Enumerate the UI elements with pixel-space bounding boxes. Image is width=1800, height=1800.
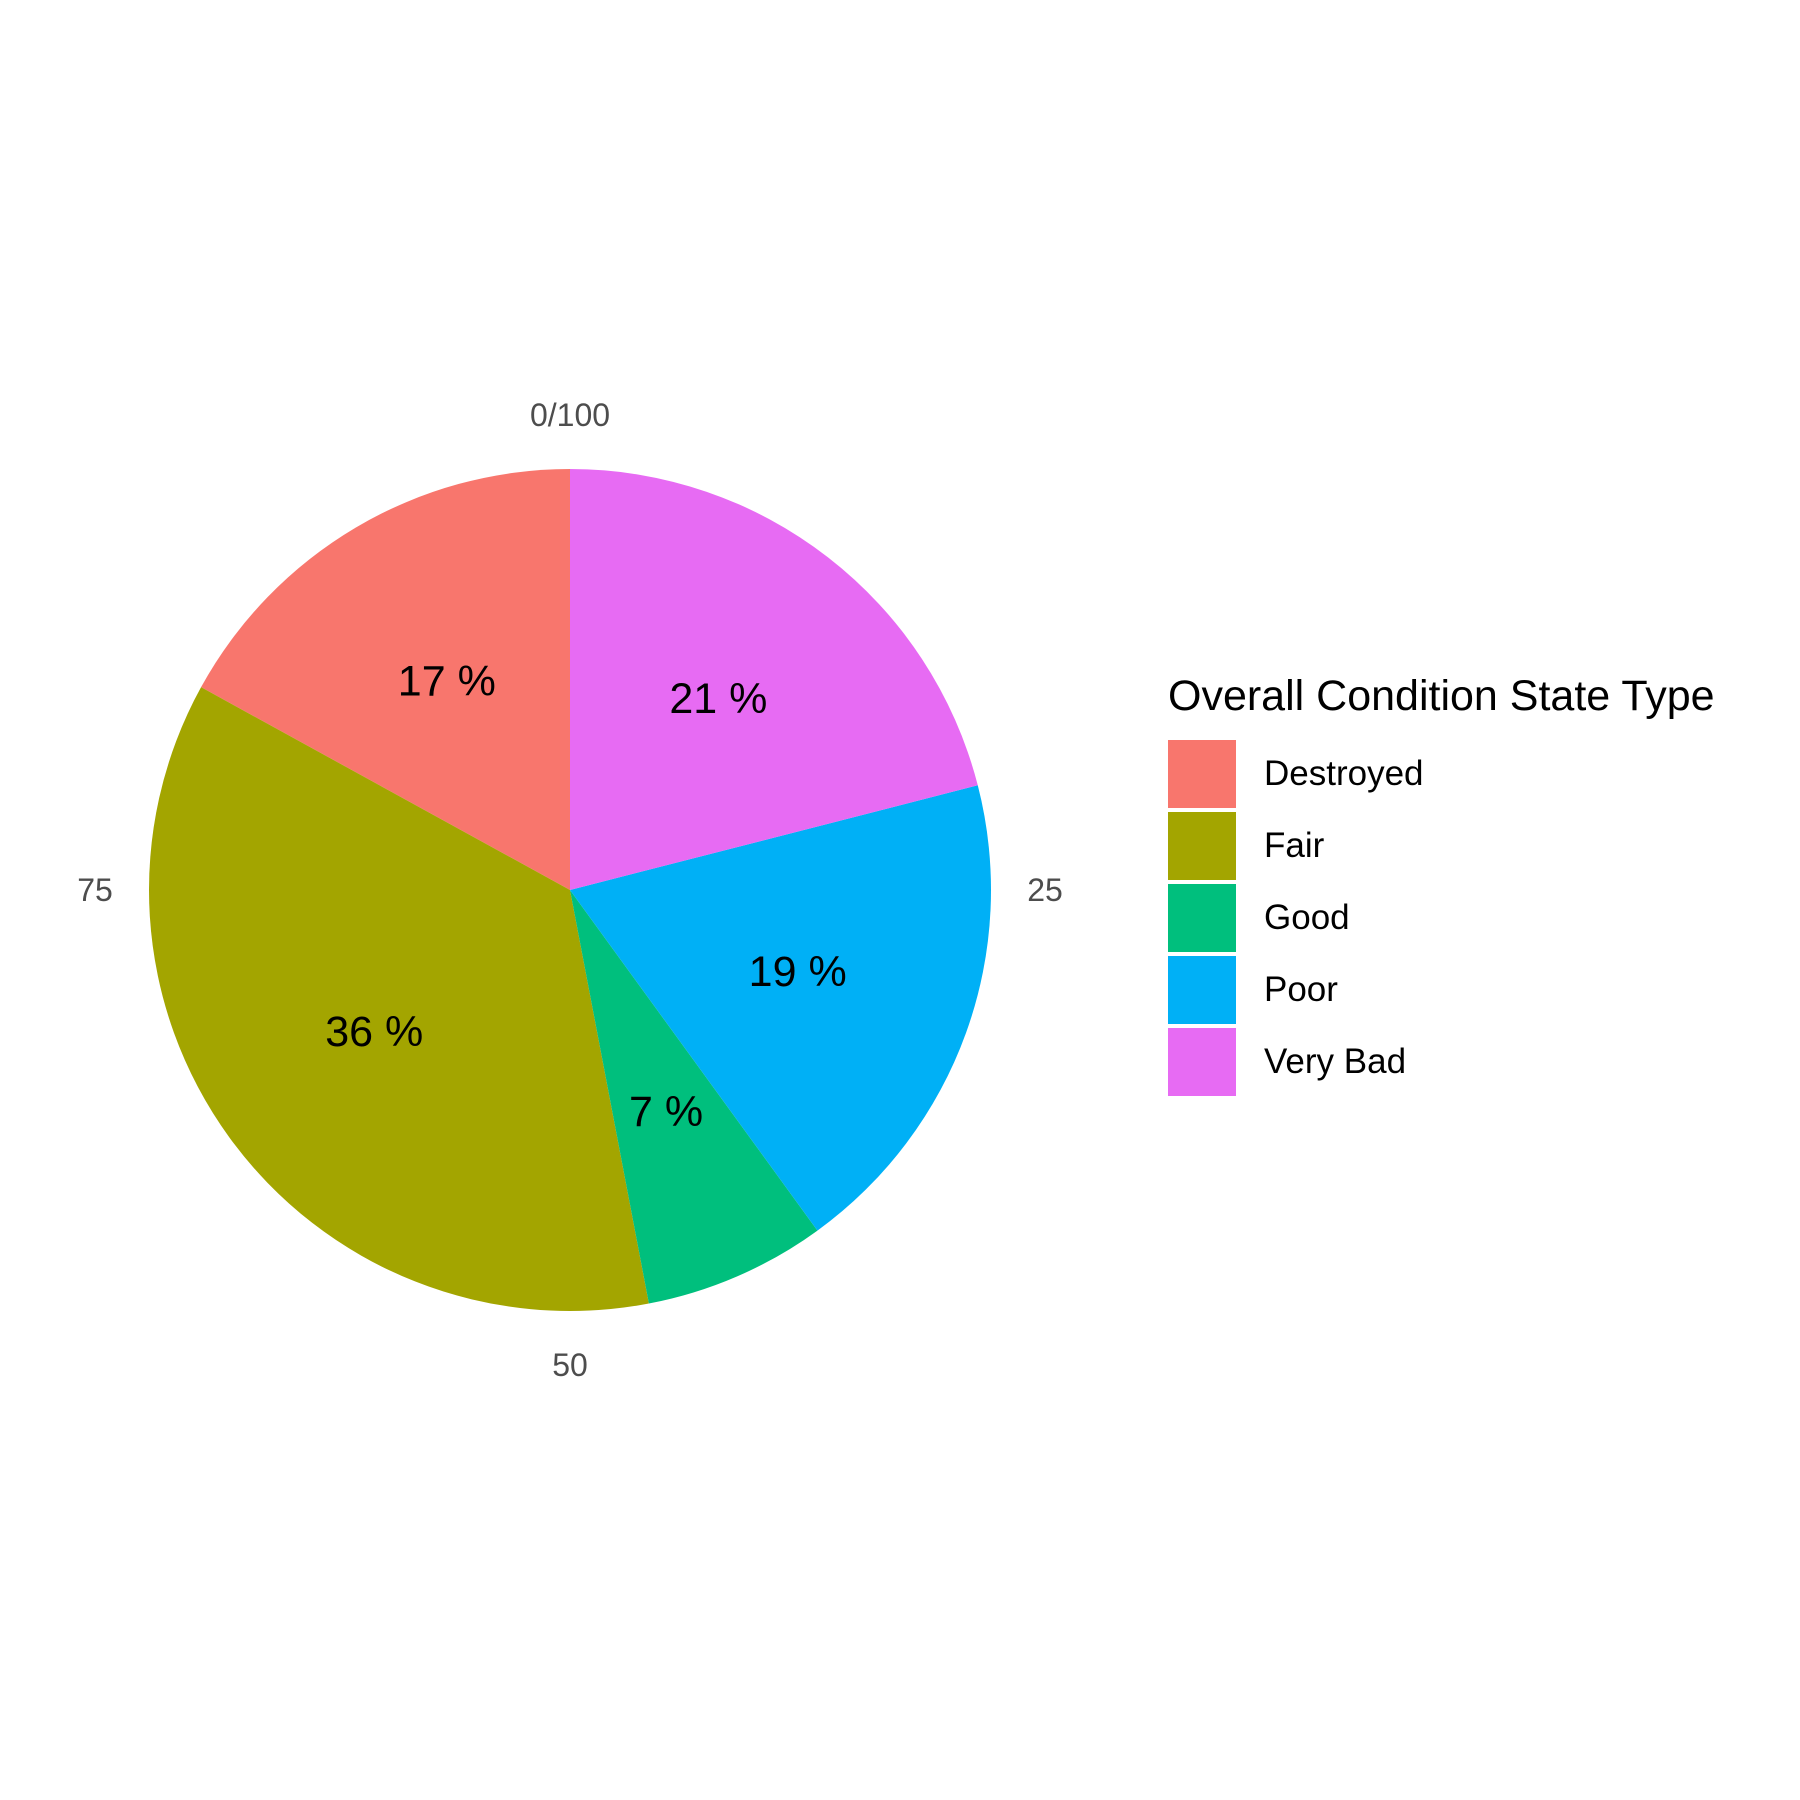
slice-label-poor: 19 %	[749, 948, 847, 996]
legend-item: Good	[1168, 883, 1715, 953]
legend-key-swatch	[1168, 1028, 1236, 1096]
angle-tick-label: 25	[1027, 872, 1063, 908]
angle-axis-ticks: 0/100 25 50 75	[77, 397, 1063, 1383]
angle-tick-label: 50	[552, 1347, 588, 1383]
slice-label-good: 7 %	[629, 1088, 703, 1136]
legend-title: Overall Condition State Type	[1168, 672, 1715, 720]
legend-item: Very Bad	[1168, 1027, 1715, 1097]
slice-label-fair: 36 %	[325, 1008, 423, 1056]
legend-key-swatch	[1168, 812, 1236, 880]
angle-tick-label: 75	[77, 872, 113, 908]
legend-key-swatch	[1168, 956, 1236, 1024]
pie-slice-destroyed	[201, 469, 570, 890]
legend-key-swatch	[1168, 740, 1236, 808]
slice-label-destroyed: 17 %	[398, 658, 496, 706]
legend-items: Destroyed Fair Good Poor Very Bad	[1168, 739, 1715, 1097]
pie-slices	[148, 469, 991, 1311]
legend-item: Fair	[1168, 811, 1715, 881]
legend-label: Destroyed	[1264, 754, 1424, 793]
pie-slice-good	[570, 890, 818, 1304]
legend-label: Good	[1264, 898, 1350, 937]
legend-label: Poor	[1264, 970, 1338, 1009]
legend: Overall Condition State Type Destroyed Fa…	[1168, 672, 1715, 1099]
slice-label-very-bad: 21 %	[669, 675, 767, 723]
legend-label: Fair	[1264, 826, 1325, 865]
pie-slice-fair	[148, 687, 649, 1311]
pie-slice-labels: 17 % 36 % 7 % 19 % 21 %	[325, 658, 846, 1136]
pie-slice-very-bad	[570, 469, 978, 890]
legend-label: Very Bad	[1264, 1042, 1407, 1081]
legend-item: Destroyed	[1168, 739, 1715, 809]
legend-key-swatch	[1168, 884, 1236, 952]
angle-tick-label: 0/100	[530, 397, 610, 433]
pie-slice-poor	[570, 785, 991, 1231]
legend-item: Poor	[1168, 955, 1715, 1025]
